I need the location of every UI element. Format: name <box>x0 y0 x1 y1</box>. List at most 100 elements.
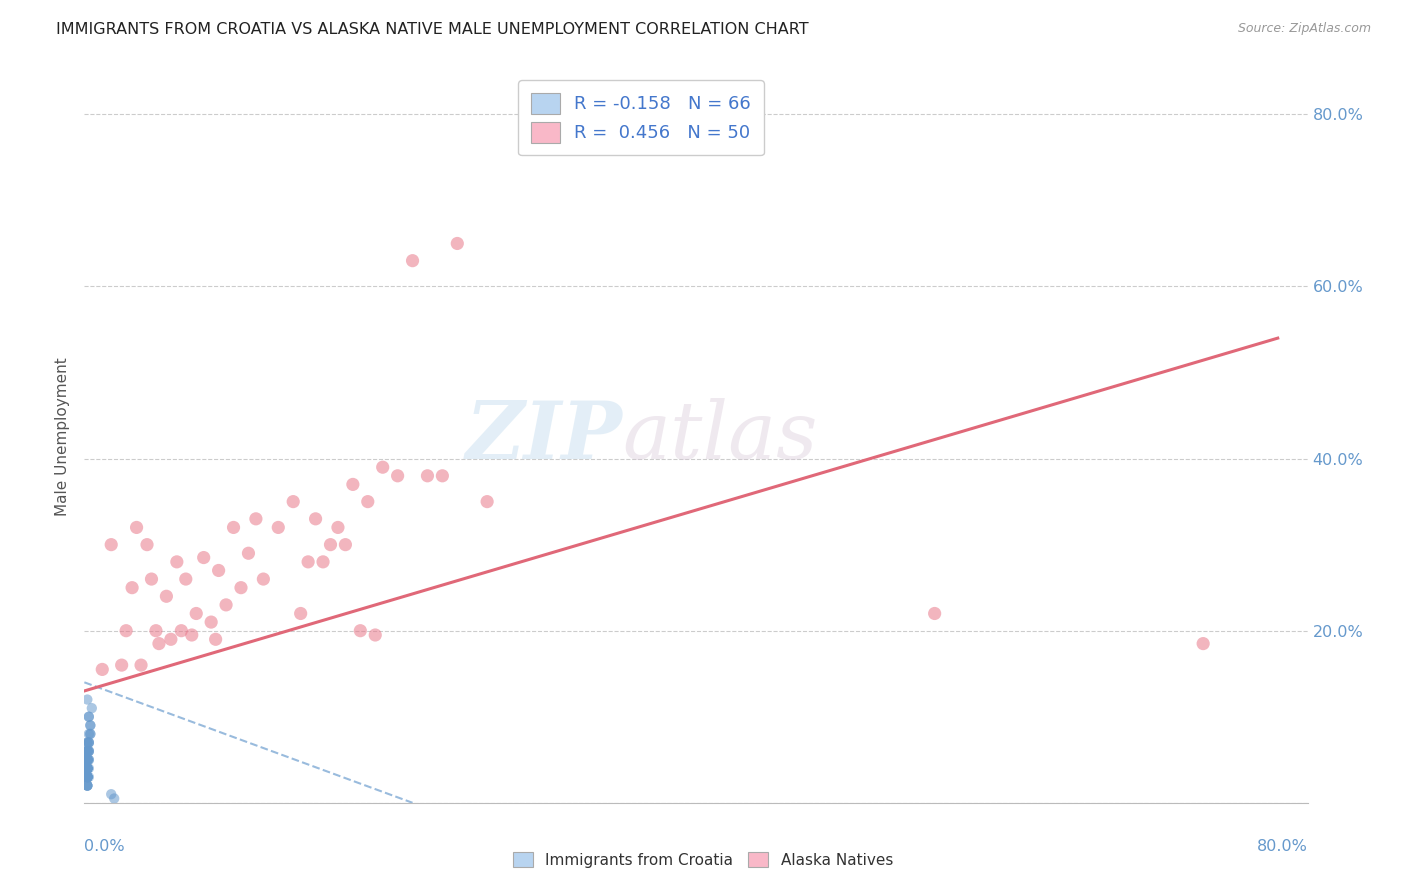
Point <box>207 564 229 578</box>
Point <box>76 753 98 767</box>
Point <box>446 236 468 251</box>
Point <box>364 628 387 642</box>
Point <box>125 520 148 534</box>
Point <box>77 727 100 741</box>
Point <box>77 770 100 784</box>
Point <box>76 744 98 758</box>
Point <box>76 744 98 758</box>
Point <box>76 744 98 758</box>
Point <box>76 770 98 784</box>
Point <box>238 546 260 560</box>
Point <box>76 770 98 784</box>
Point <box>76 779 98 793</box>
Text: IMMIGRANTS FROM CROATIA VS ALASKA NATIVE MALE UNEMPLOYMENT CORRELATION CHART: IMMIGRANTS FROM CROATIA VS ALASKA NATIVE… <box>56 22 808 37</box>
Point <box>416 468 439 483</box>
Point <box>76 753 98 767</box>
Point <box>76 770 98 784</box>
Point <box>76 770 98 784</box>
Text: atlas: atlas <box>623 399 818 475</box>
Point <box>121 581 143 595</box>
Point <box>401 253 423 268</box>
Point <box>76 779 98 793</box>
Point <box>186 607 208 621</box>
Point <box>312 555 335 569</box>
Point <box>103 791 125 805</box>
Point <box>76 753 98 767</box>
Text: 80.0%: 80.0% <box>1257 839 1308 855</box>
Point <box>76 761 98 775</box>
Point <box>76 761 98 775</box>
Legend: R = -0.158   N = 66, R =  0.456   N = 50: R = -0.158 N = 66, R = 0.456 N = 50 <box>519 80 763 155</box>
Point <box>76 761 98 775</box>
Point <box>77 753 100 767</box>
Point <box>319 538 342 552</box>
Point <box>76 779 98 793</box>
Text: Source: ZipAtlas.com: Source: ZipAtlas.com <box>1237 22 1371 36</box>
Point <box>1192 637 1215 651</box>
Point <box>297 555 319 569</box>
Point <box>76 761 98 775</box>
Point <box>77 735 100 749</box>
Point <box>326 520 349 534</box>
Point <box>215 598 238 612</box>
Y-axis label: Male Unemployment: Male Unemployment <box>55 358 70 516</box>
Point <box>76 770 98 784</box>
Point <box>76 761 98 775</box>
Point <box>77 744 100 758</box>
Point <box>267 520 290 534</box>
Point <box>155 589 177 603</box>
Point <box>76 761 98 775</box>
Point <box>100 787 122 801</box>
Point <box>76 770 98 784</box>
Point <box>76 770 98 784</box>
Point <box>166 555 188 569</box>
Point <box>76 761 98 775</box>
Point <box>290 607 312 621</box>
Point <box>342 477 364 491</box>
Point <box>76 779 98 793</box>
Point <box>129 658 152 673</box>
Point <box>200 615 222 629</box>
Point <box>91 662 114 676</box>
Point <box>79 727 101 741</box>
Point <box>76 692 98 706</box>
Point <box>76 770 98 784</box>
Point <box>141 572 163 586</box>
Point <box>145 624 167 638</box>
Text: 0.0%: 0.0% <box>84 839 125 855</box>
Point <box>79 718 101 732</box>
Point <box>77 744 100 758</box>
Point <box>76 753 98 767</box>
Point <box>76 753 98 767</box>
Point <box>76 761 98 775</box>
Point <box>76 761 98 775</box>
Point <box>136 538 159 552</box>
Point <box>76 761 98 775</box>
Point <box>77 710 100 724</box>
Point <box>174 572 197 586</box>
Text: ZIP: ZIP <box>465 399 623 475</box>
Point <box>76 753 98 767</box>
Point <box>76 735 98 749</box>
Point <box>77 735 100 749</box>
Point <box>115 624 138 638</box>
Point <box>475 494 498 508</box>
Point <box>357 494 380 508</box>
Point <box>76 770 98 784</box>
Point <box>76 770 98 784</box>
Point <box>100 538 122 552</box>
Point <box>335 538 357 552</box>
Point <box>77 761 100 775</box>
Point <box>76 753 98 767</box>
Point <box>76 770 98 784</box>
Point <box>193 550 215 565</box>
Point <box>432 468 454 483</box>
Point <box>349 624 371 638</box>
Point <box>924 607 946 621</box>
Point <box>76 770 98 784</box>
Point <box>252 572 274 586</box>
Point <box>76 735 98 749</box>
Point <box>160 632 183 647</box>
Point <box>170 624 193 638</box>
Point <box>76 744 98 758</box>
